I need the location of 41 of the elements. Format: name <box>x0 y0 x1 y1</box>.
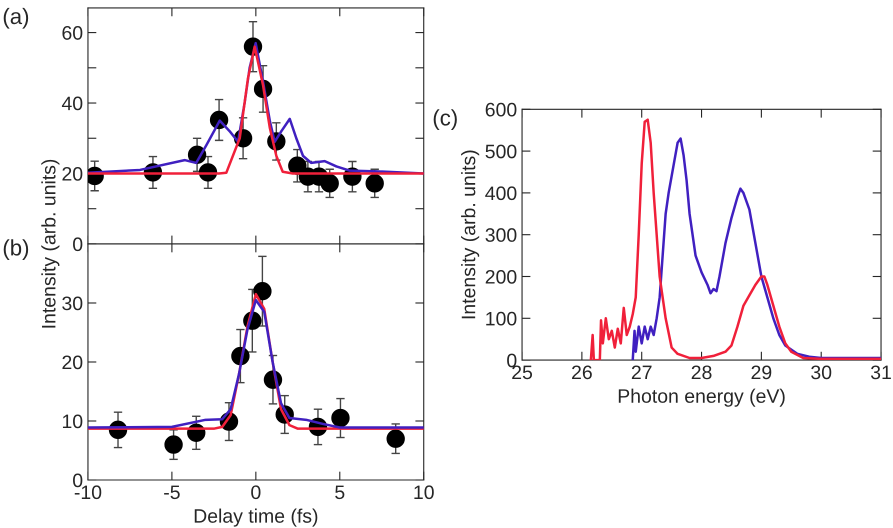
x-tick-label: 25 <box>512 365 532 380</box>
y-axis-title: Intensity (arb. units) <box>461 150 480 318</box>
x-tick-label: -10 <box>74 485 102 500</box>
text: (c) <box>434 109 457 130</box>
point <box>331 408 350 428</box>
point <box>320 174 339 193</box>
y-tick-label: 20 <box>62 166 82 181</box>
y-tick-label: 300 <box>485 228 516 242</box>
x-tick-label: 0 <box>251 485 260 500</box>
y-tick-label: 0 <box>507 354 516 368</box>
y-tick-label: 0 <box>73 473 82 488</box>
x-tick-label: 30 <box>811 365 832 380</box>
x-axis-title: Delay time (fs) <box>194 508 318 527</box>
y-axis-title: Intensity (arb. units) <box>41 160 60 328</box>
x-tick-label: -5 <box>164 486 180 500</box>
line-series <box>590 118 882 360</box>
y-tick-label: 60 <box>62 26 82 40</box>
y-tick-label: 40 <box>62 96 82 110</box>
x-tick-label: 10 <box>414 485 434 500</box>
y-tick-label: 600 <box>486 102 516 117</box>
x-tick-label: 29 <box>752 365 772 380</box>
text: (b) <box>4 239 28 260</box>
point <box>164 435 183 454</box>
point <box>366 174 384 193</box>
y-tick-label: 20 <box>62 355 82 370</box>
y-tick-label: 100 <box>486 312 516 326</box>
y-tick-label: 0 <box>73 237 82 252</box>
point <box>386 430 405 448</box>
y-tick-label: 30 <box>62 296 82 310</box>
x-tick-label: 28 <box>692 365 712 380</box>
x-tick-label: 31 <box>870 365 891 380</box>
text: (a) <box>4 8 28 29</box>
y-tick-label: 200 <box>486 270 516 284</box>
point <box>253 282 272 300</box>
x-tick-label: 27 <box>632 365 652 380</box>
x-tick-label: 5 <box>335 486 344 500</box>
x-tick-label: 26 <box>572 365 592 380</box>
x-axis-title: Photon energy (eV) <box>618 388 785 407</box>
y-tick-label: 10 <box>62 414 82 428</box>
y-tick-label: 400 <box>485 186 516 200</box>
y-tick-label: 500 <box>486 144 516 158</box>
